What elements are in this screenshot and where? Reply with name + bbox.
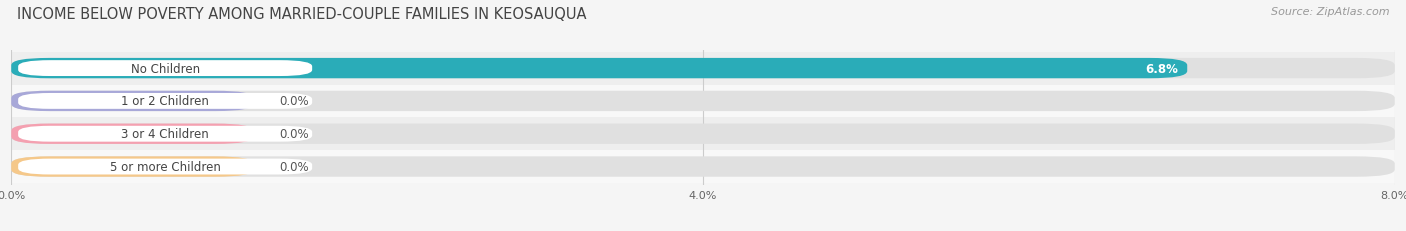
Bar bbox=[11, 150, 1395, 183]
Text: 0.0%: 0.0% bbox=[280, 95, 309, 108]
FancyBboxPatch shape bbox=[18, 159, 312, 175]
FancyBboxPatch shape bbox=[11, 91, 1395, 112]
FancyBboxPatch shape bbox=[11, 124, 1395, 144]
FancyBboxPatch shape bbox=[11, 157, 1395, 177]
FancyBboxPatch shape bbox=[11, 157, 253, 177]
Bar bbox=[11, 52, 1395, 85]
Text: No Children: No Children bbox=[131, 62, 200, 75]
Text: 6.8%: 6.8% bbox=[1146, 62, 1178, 75]
Text: 3 or 4 Children: 3 or 4 Children bbox=[121, 128, 209, 141]
FancyBboxPatch shape bbox=[11, 59, 1187, 79]
FancyBboxPatch shape bbox=[11, 124, 253, 144]
FancyBboxPatch shape bbox=[11, 91, 253, 112]
FancyBboxPatch shape bbox=[11, 59, 1395, 79]
Text: 0.0%: 0.0% bbox=[280, 128, 309, 141]
Text: 0.0%: 0.0% bbox=[280, 160, 309, 173]
Text: Source: ZipAtlas.com: Source: ZipAtlas.com bbox=[1271, 7, 1389, 17]
FancyBboxPatch shape bbox=[18, 61, 312, 77]
Text: 1 or 2 Children: 1 or 2 Children bbox=[121, 95, 209, 108]
FancyBboxPatch shape bbox=[18, 94, 312, 109]
Bar bbox=[11, 85, 1395, 118]
FancyBboxPatch shape bbox=[18, 126, 312, 142]
Text: 5 or more Children: 5 or more Children bbox=[110, 160, 221, 173]
Bar bbox=[11, 118, 1395, 150]
Text: INCOME BELOW POVERTY AMONG MARRIED-COUPLE FAMILIES IN KEOSAUQUA: INCOME BELOW POVERTY AMONG MARRIED-COUPL… bbox=[17, 7, 586, 22]
